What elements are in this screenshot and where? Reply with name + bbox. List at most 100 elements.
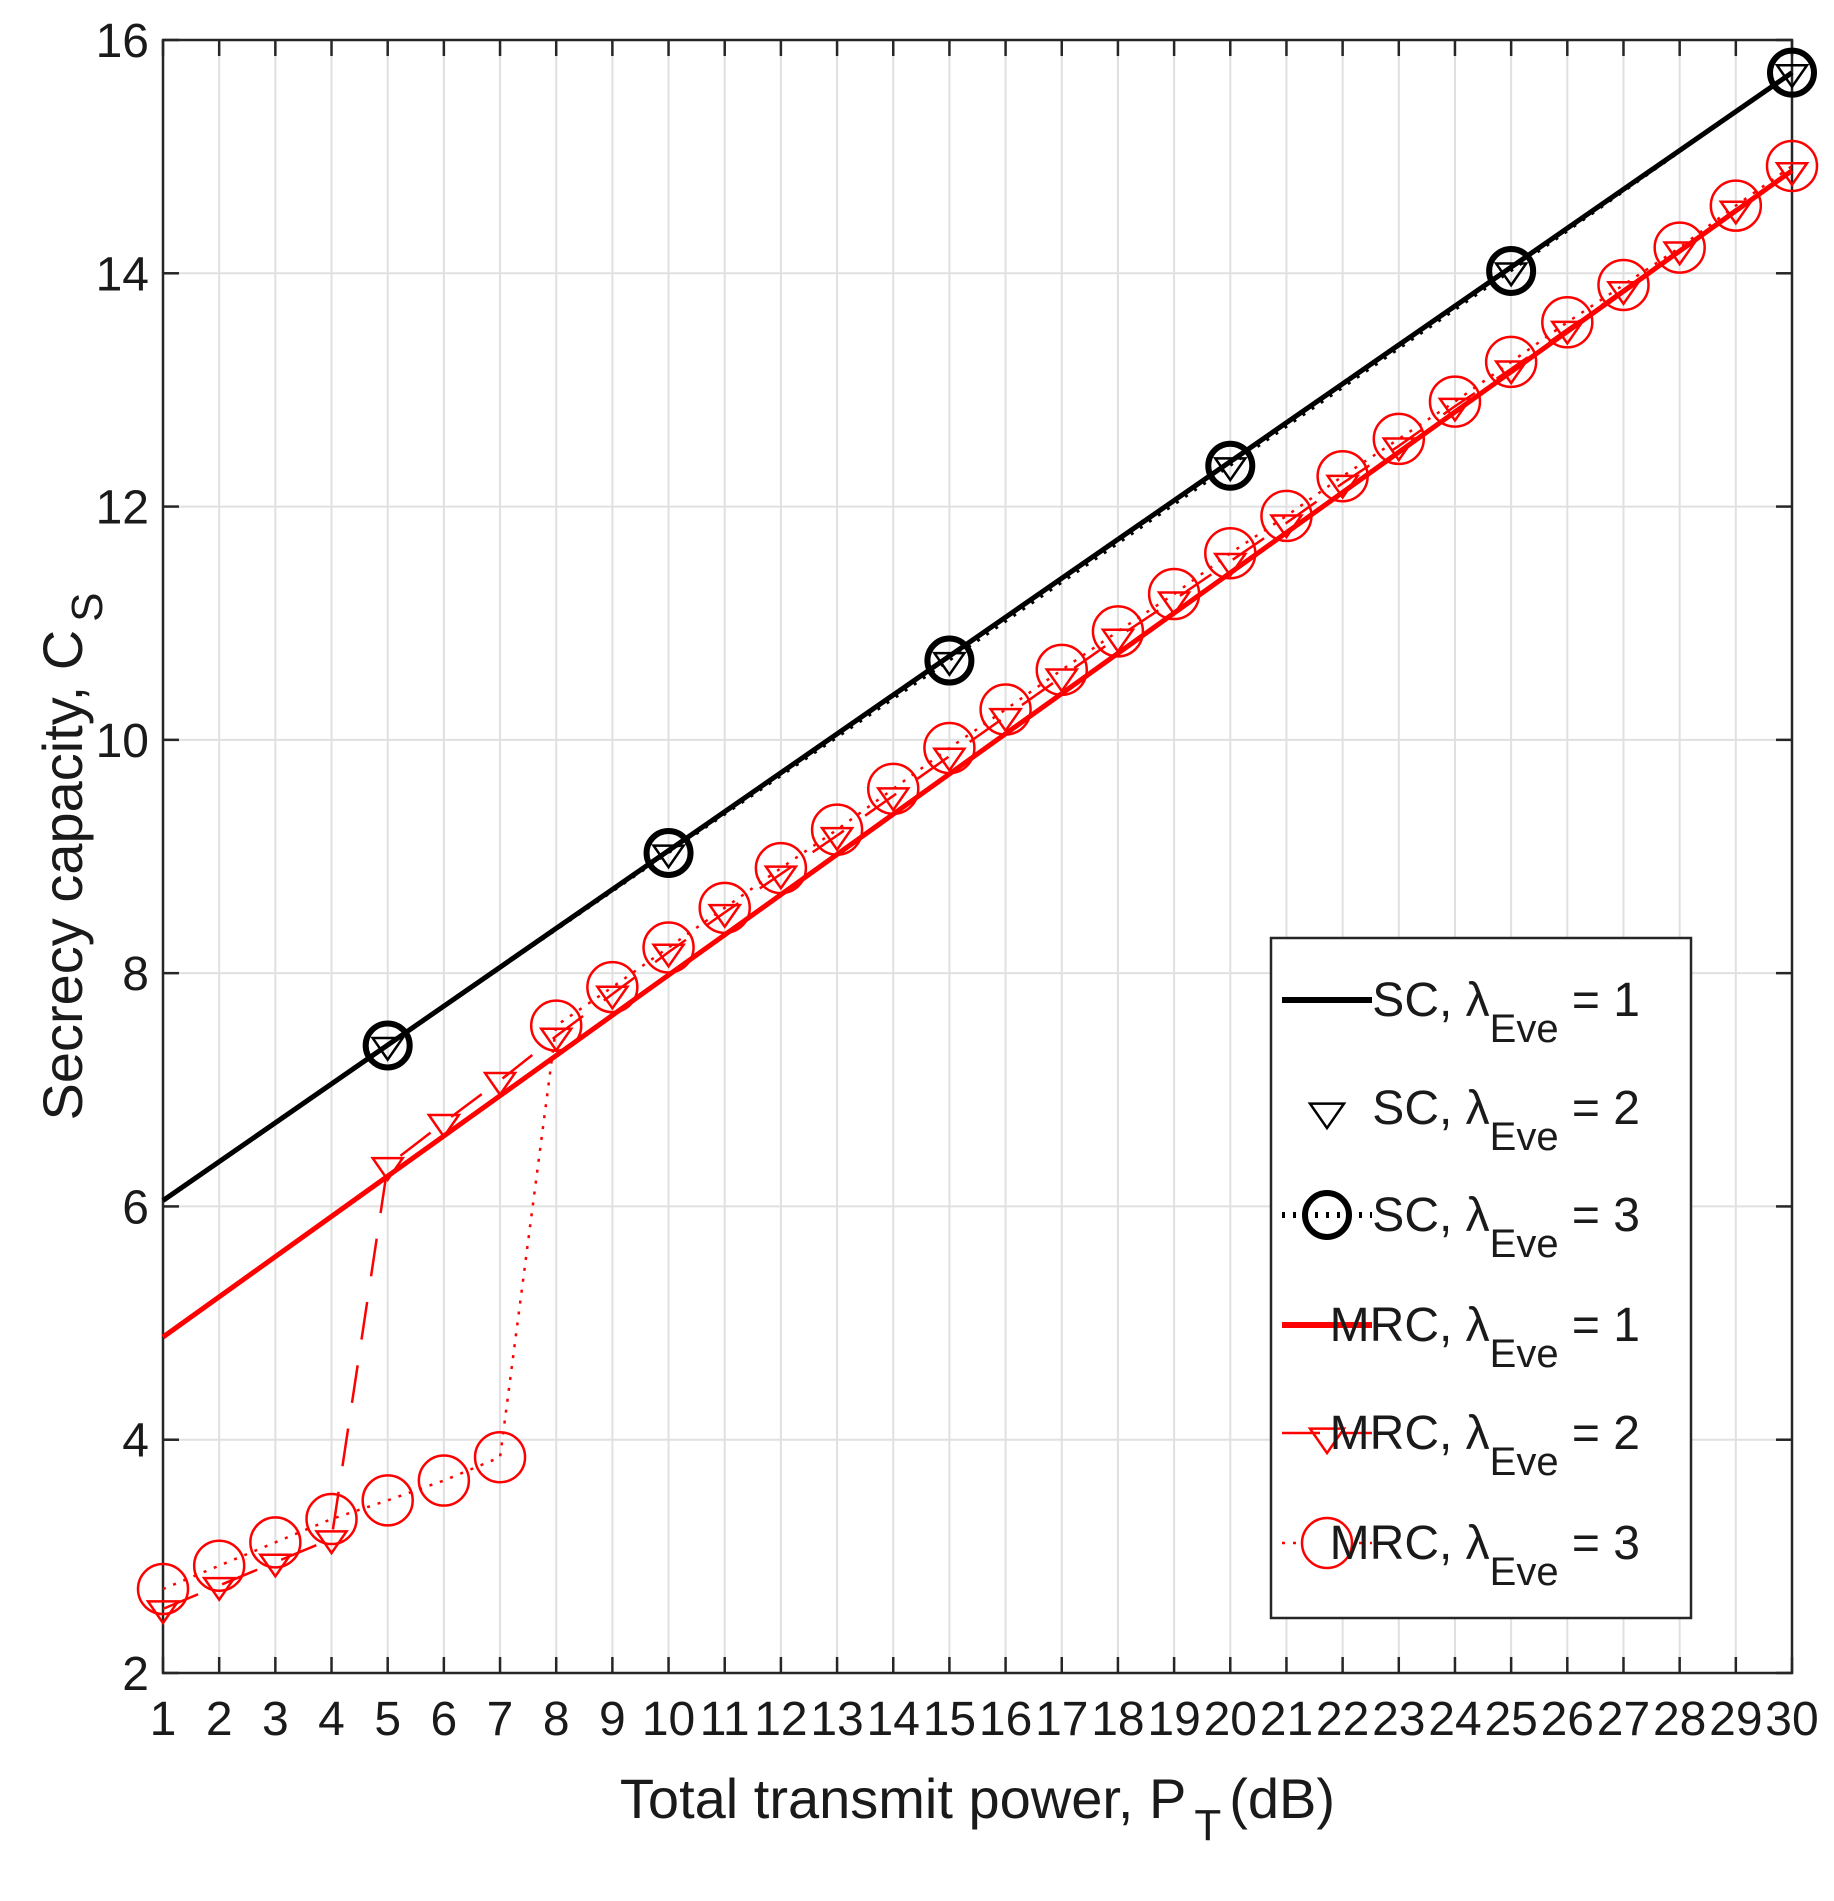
series-layer bbox=[136, 47, 1819, 1626]
data-point-triangle bbox=[1156, 591, 1192, 617]
y-tick-label: 4 bbox=[122, 1415, 149, 1468]
legend-label-main: MRC, λ bbox=[1330, 1517, 1490, 1570]
series-line bbox=[162, 164, 1793, 1591]
legend-label-main: SC, λ bbox=[1372, 1189, 1489, 1242]
x-tick-label: 13 bbox=[810, 1693, 863, 1746]
data-point-circle bbox=[1653, 221, 1706, 274]
legend-label-main: SC, λ bbox=[1372, 1082, 1489, 1135]
data-point-circle bbox=[1597, 258, 1650, 312]
data-point-triangle bbox=[1212, 457, 1248, 483]
y-axis-label: Secrecy capacity, C S bbox=[31, 592, 112, 1120]
data-point-circle bbox=[1035, 643, 1089, 697]
legend-label: SC, λEve = 1 bbox=[1372, 974, 1640, 1051]
data-point-triangle bbox=[875, 787, 911, 813]
x-tick-label: 27 bbox=[1597, 1693, 1650, 1746]
data-point-circle bbox=[643, 828, 694, 879]
data-point-triangle bbox=[651, 844, 686, 870]
x-tick-label: 4 bbox=[318, 1693, 345, 1746]
plot-area-frame bbox=[161, 38, 1794, 1675]
data-point-triangle bbox=[1212, 552, 1248, 578]
y-tick-label: 14 bbox=[96, 248, 149, 301]
legend-item-4: MRC, λEve = 1 bbox=[1282, 1299, 1640, 1376]
data-point-circle bbox=[1484, 335, 1538, 389]
data-point-triangle bbox=[426, 1113, 462, 1139]
data-point-circle bbox=[979, 683, 1032, 736]
x-tick-label: 18 bbox=[1091, 1693, 1144, 1746]
data-point-triangle bbox=[707, 903, 743, 929]
legend-label-sub: Eve bbox=[1490, 1007, 1559, 1051]
legend-label-sub: Eve bbox=[1490, 1550, 1559, 1594]
data-point-circle bbox=[1260, 489, 1313, 543]
data-point-triangle bbox=[1662, 241, 1698, 267]
legend-item-3: SC, λEve = 3 bbox=[1282, 1189, 1640, 1266]
data-point-triangle bbox=[1100, 628, 1136, 654]
series-line bbox=[161, 168, 1794, 1340]
data-point-triangle bbox=[1493, 262, 1529, 288]
x-tick-label: 22 bbox=[1316, 1693, 1369, 1746]
x-tick-label: 11 bbox=[700, 1693, 750, 1746]
x-tick-label: 30 bbox=[1765, 1693, 1818, 1746]
legend-label-suffix: = 2 bbox=[1559, 1082, 1640, 1135]
legend-item-5: MRC, λEve = 2 bbox=[1282, 1407, 1640, 1484]
data-point-triangle bbox=[819, 826, 855, 852]
y-tick-label: 6 bbox=[122, 1181, 149, 1234]
data-point-triangle bbox=[1269, 514, 1304, 540]
data-point-circle bbox=[361, 1474, 414, 1527]
legend-label-sub: Eve bbox=[1490, 1440, 1559, 1484]
legend-label-suffix: = 3 bbox=[1559, 1189, 1640, 1242]
data-point-triangle bbox=[1774, 63, 1810, 90]
legend-label-sub: Eve bbox=[1490, 1222, 1559, 1266]
x-tick-label: 16 bbox=[979, 1693, 1032, 1746]
x-tick-label: 17 bbox=[1035, 1693, 1088, 1746]
data-point-circle bbox=[1091, 605, 1145, 658]
data-point-triangle bbox=[482, 1071, 518, 1097]
x-tick-label: 28 bbox=[1653, 1693, 1706, 1746]
data-point-circle bbox=[1765, 139, 1819, 193]
data-point-circle bbox=[642, 921, 695, 974]
x-tick-label: 5 bbox=[374, 1693, 401, 1746]
legend-label-sub: Eve bbox=[1490, 1115, 1559, 1159]
data-point-circle bbox=[1541, 296, 1594, 349]
axis-ticks: 1 2 3 4 5 6 7 8 9 10 11 12 13 14 15 16 17 18 19 20 21 22 23 24 2… bbox=[96, 15, 1819, 1746]
data-point-circle bbox=[866, 762, 920, 816]
legend-label: MRC, λEve = 2 bbox=[1330, 1407, 1640, 1484]
legend: SC, λEve = 1SC, λEve = 2SC, λEve = 3MRC,… bbox=[1269, 936, 1693, 1620]
x-tick-label: 9 bbox=[599, 1693, 626, 1746]
legend-label: MRC, λEve = 1 bbox=[1330, 1299, 1640, 1376]
legend-label: SC, λEve = 3 bbox=[1372, 1189, 1640, 1266]
data-point-circle bbox=[1428, 375, 1482, 428]
data-point-circle bbox=[1204, 526, 1257, 580]
legend-label: MRC, λEve = 3 bbox=[1330, 1517, 1640, 1594]
series-6 bbox=[136, 139, 1819, 1616]
data-point-circle bbox=[1316, 449, 1369, 503]
x-tick-label: 8 bbox=[543, 1693, 570, 1746]
data-point-circle bbox=[192, 1539, 246, 1592]
x-axis-label-main: Total transmit power, P bbox=[620, 1767, 1186, 1830]
series-4 bbox=[161, 168, 1794, 1340]
x-tick-label: 12 bbox=[754, 1693, 807, 1746]
data-point-triangle bbox=[1549, 320, 1585, 346]
data-point-circle bbox=[754, 841, 808, 895]
data-point-triangle bbox=[1437, 397, 1473, 423]
data-point-triangle bbox=[1325, 474, 1361, 500]
y-tick-label: 8 bbox=[122, 948, 149, 1001]
y-tick-label: 16 bbox=[96, 15, 149, 68]
legend-marker-circle bbox=[1302, 1190, 1352, 1240]
data-point-circle bbox=[417, 1454, 471, 1507]
x-tick-label: 25 bbox=[1484, 1693, 1537, 1746]
data-point-circle bbox=[923, 721, 976, 775]
legend-label-suffix: = 2 bbox=[1559, 1407, 1640, 1460]
y-tick-label: 12 bbox=[96, 482, 149, 535]
legend-marker-triangle bbox=[1307, 1427, 1347, 1456]
x-tick-label: 15 bbox=[923, 1693, 976, 1746]
x-tick-label: 2 bbox=[206, 1693, 233, 1746]
legend-label-main: MRC, λ bbox=[1330, 1407, 1490, 1460]
legend-label: SC, λEve = 2 bbox=[1372, 1082, 1640, 1159]
data-point-triangle bbox=[1044, 668, 1080, 694]
data-point-circle bbox=[362, 1020, 413, 1071]
x-tick-label: 26 bbox=[1541, 1693, 1594, 1746]
series-3 bbox=[362, 47, 1817, 1071]
series-line bbox=[386, 71, 1793, 1047]
legend-label-suffix: = 1 bbox=[1559, 1299, 1640, 1352]
